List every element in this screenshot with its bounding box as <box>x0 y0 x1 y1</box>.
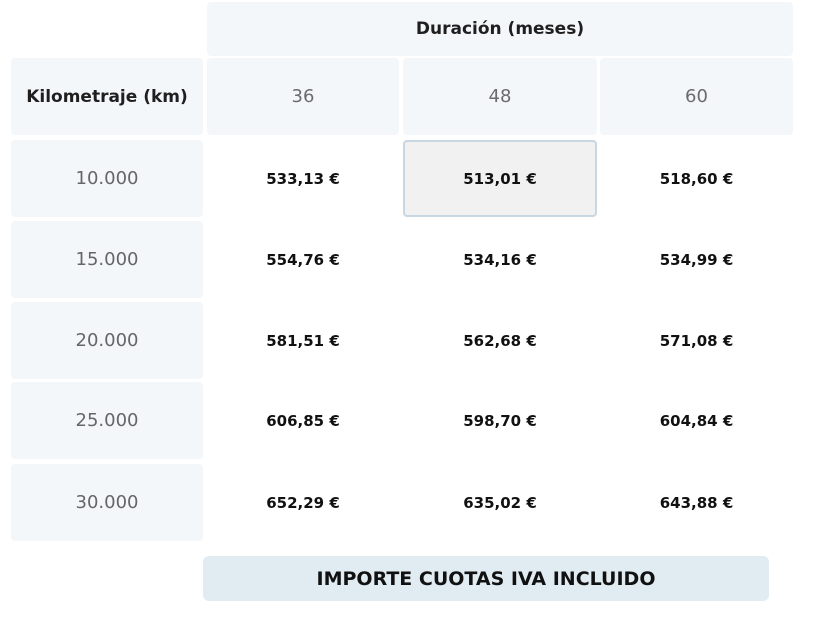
price-cell-10000-60[interactable]: 518,60 € <box>659 169 734 188</box>
price-cell-20000-60[interactable]: 571,08 € <box>659 331 734 350</box>
vat-included-note: IMPORTE CUOTAS IVA INCLUIDO <box>203 556 769 601</box>
mileage-row-15000: 15.000 <box>11 221 203 298</box>
price-cell-25000-48[interactable]: 598,70 € <box>463 411 537 430</box>
mileage-row-20000: 20.000 <box>11 302 203 379</box>
mileage-row-10000: 10.000 <box>11 140 203 217</box>
price-cell-15000-36[interactable]: 554,76 € <box>266 250 340 269</box>
price-cell-30000-48[interactable]: 635,02 € <box>463 493 537 512</box>
price-cell-15000-60[interactable]: 534,99 € <box>659 250 734 269</box>
price-cell-25000-36[interactable]: 606,85 € <box>266 411 340 430</box>
price-cell-15000-48[interactable]: 534,16 € <box>463 250 537 269</box>
mileage-row-25000: 25.000 <box>11 382 203 459</box>
mileage-row-30000: 30.000 <box>11 464 203 541</box>
duration-col-60: 60 <box>600 58 793 135</box>
price-cell-10000-48[interactable]: 513,01 € <box>403 140 597 217</box>
price-cell-20000-48[interactable]: 562,68 € <box>463 331 537 350</box>
price-cell-25000-60[interactable]: 604,84 € <box>659 411 734 430</box>
price-cell-30000-36[interactable]: 652,29 € <box>266 493 340 512</box>
price-cell-30000-60[interactable]: 643,88 € <box>659 493 734 512</box>
mileage-header: Kilometraje (km) <box>11 58 203 135</box>
price-cell-10000-36[interactable]: 533,13 € <box>266 169 340 188</box>
duration-header: Duración (meses) <box>207 2 793 56</box>
duration-col-36: 36 <box>207 58 399 135</box>
price-cell-20000-36[interactable]: 581,51 € <box>266 331 340 350</box>
duration-col-48: 48 <box>403 58 597 135</box>
